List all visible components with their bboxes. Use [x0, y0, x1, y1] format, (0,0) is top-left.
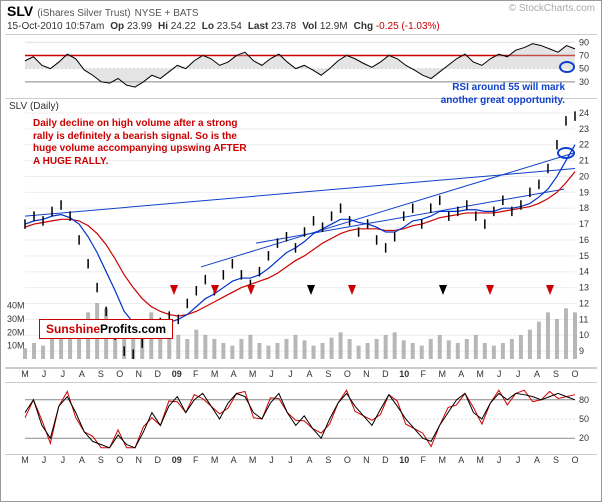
sunshine-profits-logo: SunshineProfits.com — [39, 319, 173, 339]
svg-text:22: 22 — [579, 140, 589, 150]
stock-chart: SLV (iShares Silver Trust) NYSE + BATS ©… — [0, 0, 602, 502]
chart-date: 15-Oct-2010 10:57am — [7, 21, 104, 32]
svg-text:15: 15 — [579, 251, 589, 261]
price-panel: SLV (Daily) 9101112131415161718192021222… — [5, 98, 597, 368]
watermark: © StockCharts.com — [509, 3, 595, 19]
rsi-opportunity-annotation: RSI around 55 will markanother great opp… — [407, 81, 567, 108]
svg-text:90: 90 — [579, 37, 589, 47]
svg-text:21: 21 — [579, 156, 589, 166]
svg-text:20: 20 — [579, 171, 589, 181]
ticker-symbol: SLV — [7, 3, 33, 19]
svg-text:12: 12 — [579, 298, 589, 308]
svg-text:50: 50 — [579, 414, 589, 424]
oscillator-panel: 20 50 80 — [5, 382, 597, 454]
ohlc-line: 15-Oct-2010 10:57am Op 23.99 Hi 24.22 Lo… — [1, 21, 601, 34]
svg-text:30M: 30M — [7, 314, 25, 324]
chart-header: SLV (iShares Silver Trust) NYSE + BATS ©… — [1, 1, 601, 21]
svg-text:80: 80 — [579, 395, 589, 405]
exchange: NYSE + BATS — [135, 8, 199, 19]
svg-text:50: 50 — [579, 64, 589, 74]
svg-text:24: 24 — [579, 108, 589, 118]
svg-text:20M: 20M — [7, 327, 25, 337]
bearish-annotation: Daily decline on high volume after a str… — [31, 117, 281, 169]
oscillator-plot: 20 50 80 — [5, 383, 599, 455]
time-axis-lower: MJJASOND09FMAMJJASOND10FMAMJJASO — [5, 454, 597, 468]
svg-text:17: 17 — [579, 219, 589, 229]
svg-text:40M: 40M — [7, 301, 25, 311]
svg-text:16: 16 — [579, 235, 589, 245]
rsi-circle-annotation — [559, 61, 575, 73]
svg-text:14: 14 — [579, 267, 589, 277]
svg-text:9: 9 — [579, 346, 584, 356]
svg-text:23: 23 — [579, 124, 589, 134]
svg-text:13: 13 — [579, 283, 589, 293]
svg-text:11: 11 — [579, 314, 588, 324]
svg-text:19: 19 — [579, 187, 589, 197]
svg-text:10M: 10M — [7, 341, 25, 351]
security-name: (iShares Silver Trust) — [37, 8, 130, 19]
svg-text:70: 70 — [579, 50, 589, 60]
time-axis-upper: MJJASOND09FMAMJJASOND10FMAMJJASO — [5, 368, 597, 382]
svg-text:20: 20 — [579, 433, 589, 443]
price-circle-annotation — [557, 147, 575, 159]
svg-text:18: 18 — [579, 203, 589, 213]
svg-text:10: 10 — [579, 330, 589, 340]
change-value: -0.25 (-1.03%) — [376, 21, 440, 32]
svg-text:30: 30 — [579, 77, 589, 87]
